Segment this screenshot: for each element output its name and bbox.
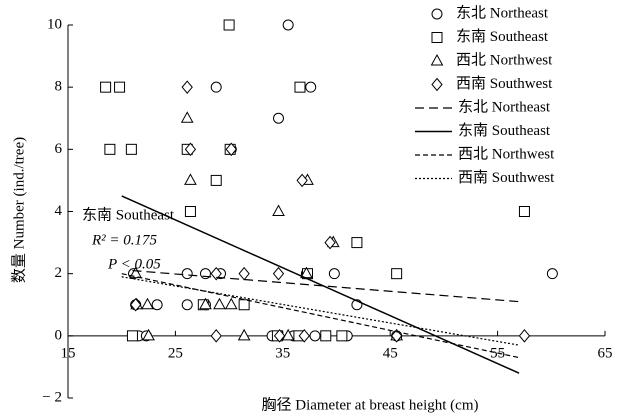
point	[237, 328, 251, 341]
point	[223, 19, 235, 31]
legend-marker	[431, 8, 443, 20]
point	[181, 299, 193, 311]
trend-line	[121, 276, 520, 346]
point	[224, 297, 238, 310]
point	[184, 206, 196, 217]
point	[210, 329, 222, 343]
point	[181, 268, 193, 280]
y-tick-label: 6	[55, 141, 63, 157]
point	[210, 266, 222, 281]
x-tick-label: 15	[61, 345, 76, 361]
point	[129, 266, 143, 279]
point	[305, 81, 317, 93]
point	[518, 329, 531, 343]
legend-label: 西南 Southwest	[456, 75, 553, 92]
point	[126, 330, 138, 342]
point	[546, 268, 558, 280]
point	[141, 297, 154, 310]
point	[296, 173, 308, 188]
legend-marker	[431, 32, 443, 43]
x-tick-label: 25	[168, 345, 183, 361]
point	[225, 142, 237, 157]
annotation: P < 0.05	[107, 256, 161, 272]
point	[324, 235, 336, 250]
point	[272, 266, 285, 281]
y-axis-label: 数量 Number (ind./tree)	[10, 137, 27, 283]
point	[282, 19, 294, 31]
y-tick-label: 2	[55, 265, 63, 281]
point	[180, 111, 194, 123]
point	[238, 266, 250, 281]
point	[151, 299, 163, 311]
point	[210, 81, 222, 93]
point	[130, 297, 142, 312]
y-tick-label: − 2	[42, 389, 62, 405]
point	[184, 173, 197, 185]
point	[273, 112, 285, 124]
y-tick-label: 8	[55, 79, 63, 95]
point	[518, 206, 530, 217]
point	[100, 81, 112, 93]
point	[294, 81, 306, 93]
point	[210, 174, 222, 186]
legend-marker	[431, 77, 443, 92]
y-tick-label: 0	[55, 327, 63, 343]
point	[125, 143, 137, 155]
legend-label: 西南 Southwest	[458, 169, 555, 186]
x-axis-label: 胸径 Diameter at breast height (cm)	[261, 396, 478, 413]
point	[181, 80, 193, 94]
y-tick-label: 10	[47, 16, 62, 32]
point	[281, 328, 295, 341]
point	[272, 204, 285, 216]
x-tick-label: 65	[598, 345, 613, 361]
annotation: 东南 Southeast	[82, 206, 175, 223]
point	[328, 268, 340, 280]
x-tick-label: 45	[383, 345, 398, 361]
trend-line	[121, 273, 520, 359]
y-tick-label: 4	[55, 203, 63, 219]
legend-label: 东北 Northeast	[456, 4, 549, 21]
legend-marker	[430, 53, 444, 66]
point	[309, 330, 321, 342]
point	[213, 297, 226, 310]
point	[184, 142, 197, 157]
point	[351, 237, 363, 249]
point	[142, 328, 155, 341]
annotation: R² = 0.175	[91, 232, 158, 248]
point	[320, 330, 332, 342]
point	[391, 268, 403, 280]
legend-label: 东南 Southeast	[456, 28, 549, 45]
point	[199, 297, 212, 310]
point	[104, 143, 116, 155]
legend-label: 西北 Northwest	[456, 51, 553, 68]
legend-label: 东南 Southeast	[458, 122, 551, 139]
point	[273, 329, 286, 343]
point	[336, 330, 348, 342]
trend-line	[132, 269, 520, 303]
legend-label: 西北 Northwest	[458, 145, 555, 162]
point	[114, 81, 126, 93]
legend-label: 东北 Northeast	[458, 98, 551, 115]
point	[298, 329, 310, 343]
x-tick-label: 35	[275, 345, 290, 361]
point	[238, 299, 250, 311]
